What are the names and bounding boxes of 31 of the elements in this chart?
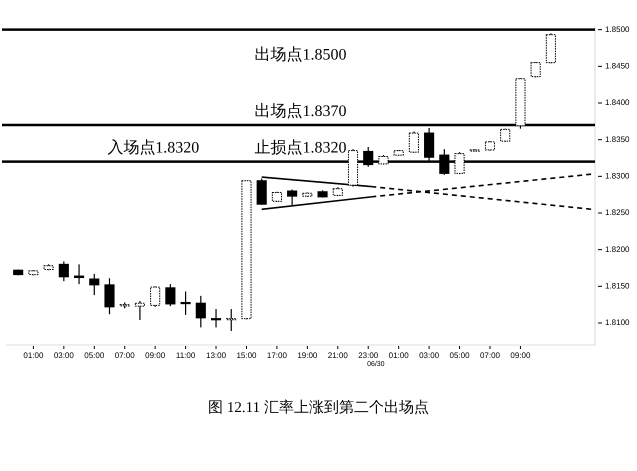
x-tick-label: 05:00 <box>450 351 470 360</box>
ref-line-label: 入场点1.8320 <box>107 138 200 157</box>
x-tick-label: 21:00 <box>328 351 348 360</box>
x-tick-label: 17:00 <box>266 351 288 360</box>
y-tick-label: 1.8450 <box>605 61 630 70</box>
x-tick-label: 11:00 <box>176 351 196 360</box>
x-tick-label: 15:00 <box>236 351 258 360</box>
y-tick-label: 1.8150 <box>605 281 630 290</box>
y-tick-label: 1.8100 <box>605 318 630 328</box>
y-tick-label: 1.8500 <box>605 24 630 34</box>
x-tick-label: 03:00 <box>419 351 440 360</box>
x-tick-label: 05:00 <box>84 351 105 360</box>
x-tick-label: 13:00 <box>206 351 227 360</box>
x-tick-label: 01:00 <box>23 351 44 360</box>
x-tick-label: 01:00 <box>388 351 410 360</box>
ref-line-label: 出场点1.8500 <box>254 46 346 64</box>
x-tick-label: 03:00 <box>54 351 74 360</box>
y-tick-label: 1.8300 <box>605 171 630 180</box>
ref-line-label: 出场点1.8370 <box>254 102 346 120</box>
y-tick-label: 1.8250 <box>605 208 630 218</box>
y-tick-label: 1.8400 <box>605 98 630 108</box>
x-tick-label: 09:00 <box>145 351 166 360</box>
x-tick-label: 23:00 <box>358 351 379 360</box>
x-tick-label: 19:00 <box>297 351 318 360</box>
y-tick-label: 1.8200 <box>605 244 630 254</box>
x-tick-label: 09:00 <box>510 351 531 360</box>
text: 图 12.11 汇率上涨到第二个出场点 <box>208 399 429 416</box>
x-tick-label: 07:00 <box>114 351 136 360</box>
y-tick-label: 1.8350 <box>605 134 630 144</box>
x-tick-label: 07:00 <box>480 351 501 360</box>
annotation: 止损点1.8320 <box>254 138 346 157</box>
